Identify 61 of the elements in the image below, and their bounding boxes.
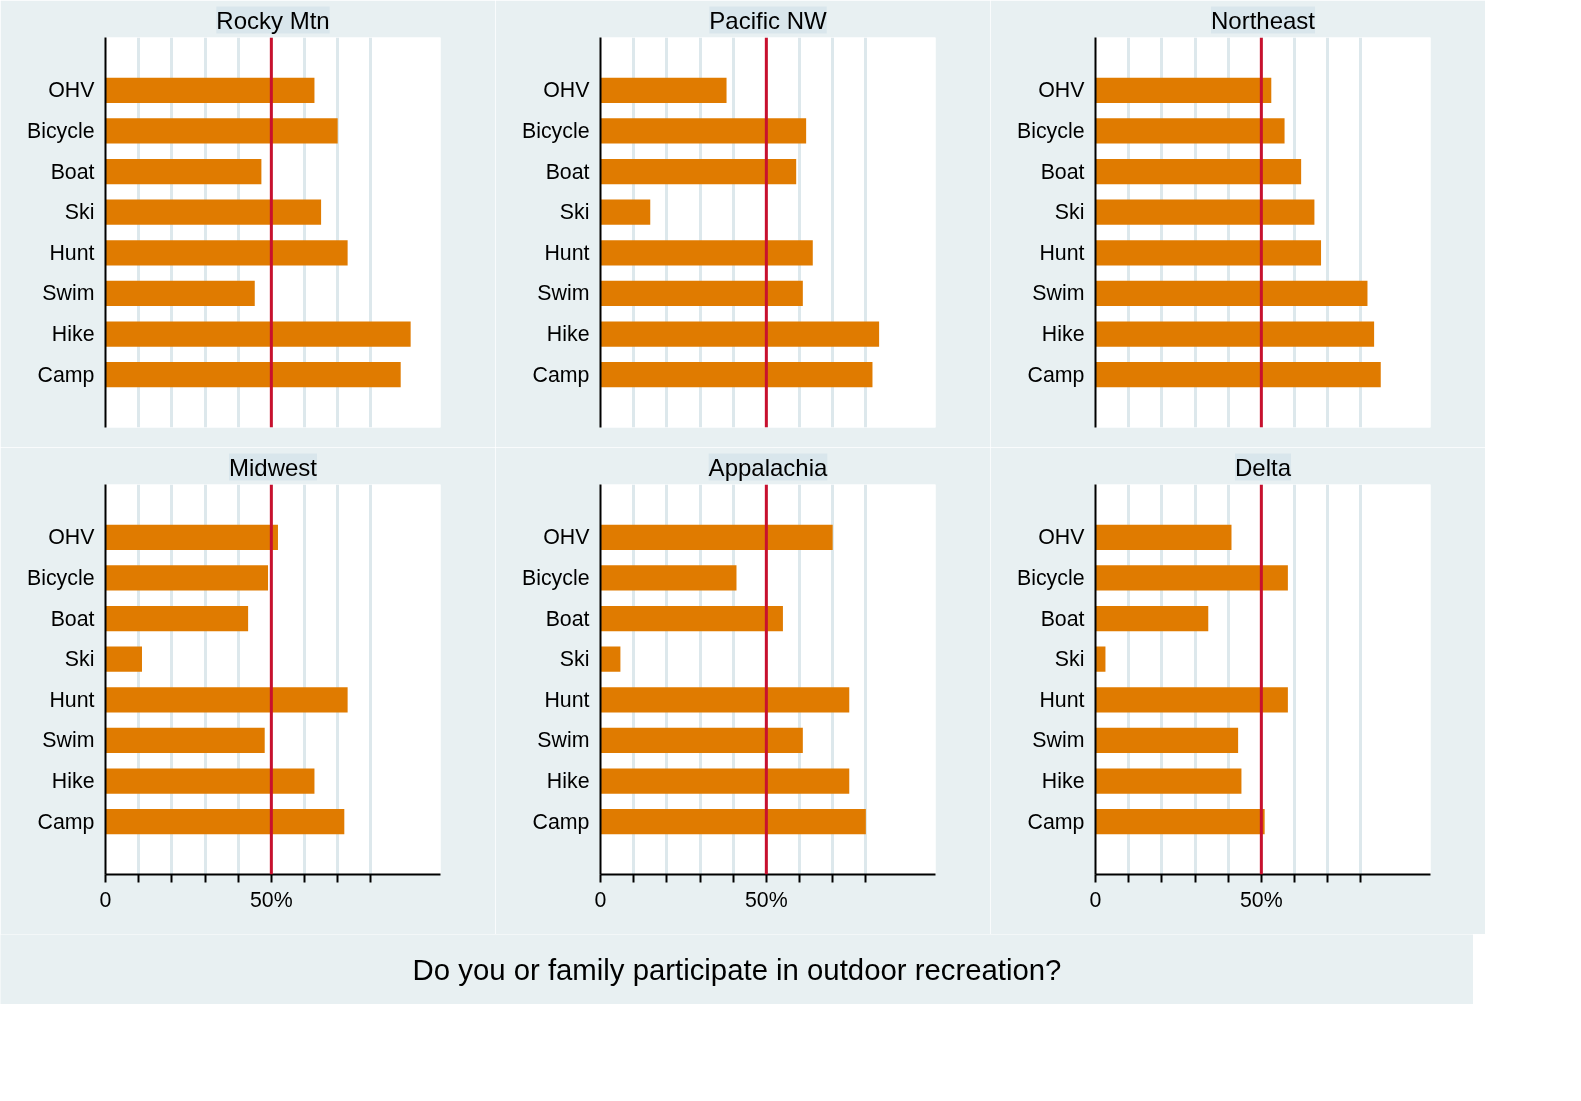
x-tick-label: 0 xyxy=(99,887,112,912)
y-tick-label: Ski xyxy=(64,647,95,672)
y-tick-label: Camp xyxy=(532,809,590,834)
y-tick-label: Camp xyxy=(37,809,95,834)
y-tick-label: OHV xyxy=(48,78,96,103)
y-tick-label: OHV xyxy=(1038,525,1086,550)
y-tick-label: Hunt xyxy=(49,687,95,712)
y-tick-label: Camp xyxy=(1027,809,1085,834)
chart-title: Midwest xyxy=(228,453,318,481)
y-tick-label: Swim xyxy=(537,281,590,306)
y-tick-label: Bicycle xyxy=(1016,118,1085,143)
y-tick-label: Boat xyxy=(1040,606,1085,631)
x-tick-label: 50% xyxy=(1240,887,1283,912)
y-tick-label: Hunt xyxy=(544,240,590,265)
chart-title: Northeast xyxy=(1210,6,1316,34)
y-tick-label: Ski xyxy=(1054,647,1085,672)
y-tick-label: OHV xyxy=(1038,78,1086,103)
y-tick-label: Hike xyxy=(546,769,590,794)
y-tick-label: Hike xyxy=(1041,769,1085,794)
chart-title: Pacific NW xyxy=(709,6,828,34)
y-tick-label: OHV xyxy=(543,525,591,550)
y-tick-label: Camp xyxy=(37,362,95,387)
x-tick-label: 50% xyxy=(250,887,293,912)
chart-title: Rocky Mtn xyxy=(216,6,330,34)
x-axis-title: Do you or family participate in outdoor recreation? xyxy=(412,953,1062,986)
x-tick-label: 50% xyxy=(745,887,788,912)
y-tick-label: Hunt xyxy=(544,687,590,712)
y-tick-label: Camp xyxy=(532,362,590,387)
y-tick-label: Swim xyxy=(42,728,95,753)
y-tick-label: Bicycle xyxy=(26,565,95,590)
x-tick-label: 0 xyxy=(594,887,607,912)
y-tick-label: Boat xyxy=(545,159,590,184)
y-tick-label: Bicycle xyxy=(521,118,590,143)
y-tick-label: Swim xyxy=(537,728,590,753)
y-tick-label: Bicycle xyxy=(1016,565,1085,590)
y-tick-label: Ski xyxy=(64,200,95,225)
x-tick-label: 0 xyxy=(1089,887,1102,912)
chart-title: Delta xyxy=(1234,453,1292,481)
y-tick-label: Camp xyxy=(1027,362,1085,387)
y-tick-label: Hike xyxy=(1041,322,1085,347)
y-tick-label: Hunt xyxy=(1039,240,1085,265)
y-tick-label: Ski xyxy=(559,200,590,225)
y-tick-label: Hike xyxy=(51,769,95,794)
y-tick-label: Hike xyxy=(51,322,95,347)
y-tick-label: Ski xyxy=(1054,200,1085,225)
y-tick-label: Hike xyxy=(546,322,590,347)
chart-title: Appalachia xyxy=(708,453,829,481)
y-tick-label: Bicycle xyxy=(26,118,95,143)
y-tick-label: OHV xyxy=(543,78,591,103)
y-tick-label: Hunt xyxy=(49,240,95,265)
y-tick-label: Ski xyxy=(559,647,590,672)
y-tick-label: Hunt xyxy=(1039,687,1085,712)
y-tick-label: Swim xyxy=(42,281,95,306)
y-tick-label: Boat xyxy=(545,606,590,631)
y-tick-label: Swim xyxy=(1032,281,1085,306)
y-tick-label: Boat xyxy=(50,606,95,631)
y-tick-label: Bicycle xyxy=(521,565,590,590)
y-tick-label: Boat xyxy=(50,159,95,184)
y-tick-label: Swim xyxy=(1032,728,1085,753)
y-tick-label: Boat xyxy=(1040,159,1085,184)
y-tick-label: OHV xyxy=(48,525,96,550)
